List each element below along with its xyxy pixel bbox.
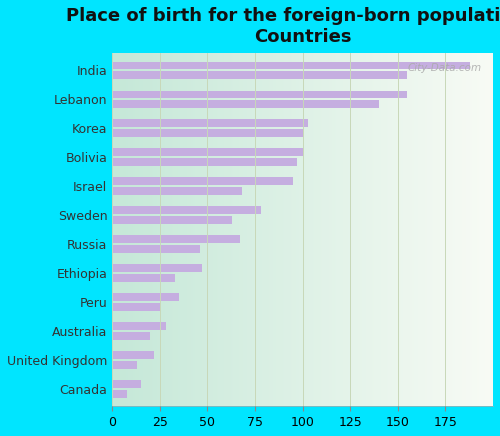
Bar [112,332,150,340]
Title: Place of birth for the foreign-born population -
Countries: Place of birth for the foreign-born popu… [66,7,500,46]
Bar [112,264,202,272]
Bar [112,119,308,127]
Bar [112,293,179,301]
Bar [112,274,175,282]
Bar [112,61,470,69]
Bar [112,322,166,330]
Bar [112,245,200,253]
Bar [112,91,408,98]
Bar [112,235,240,243]
Bar [112,380,140,388]
Bar [112,390,128,398]
Bar [112,100,379,108]
Bar [112,129,302,137]
Bar [112,351,154,359]
Bar [112,158,297,166]
Bar [112,303,160,311]
Bar [112,149,302,156]
Bar [112,187,242,195]
Bar [112,206,260,214]
Bar [112,72,408,79]
Text: City-Data.com: City-Data.com [408,64,482,73]
Bar [112,177,293,185]
Bar [112,361,137,369]
Bar [112,216,232,224]
